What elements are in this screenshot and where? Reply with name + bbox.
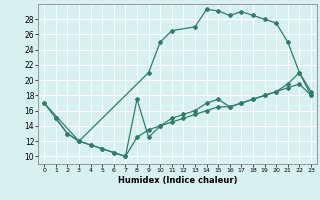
X-axis label: Humidex (Indice chaleur): Humidex (Indice chaleur) [118, 176, 237, 185]
